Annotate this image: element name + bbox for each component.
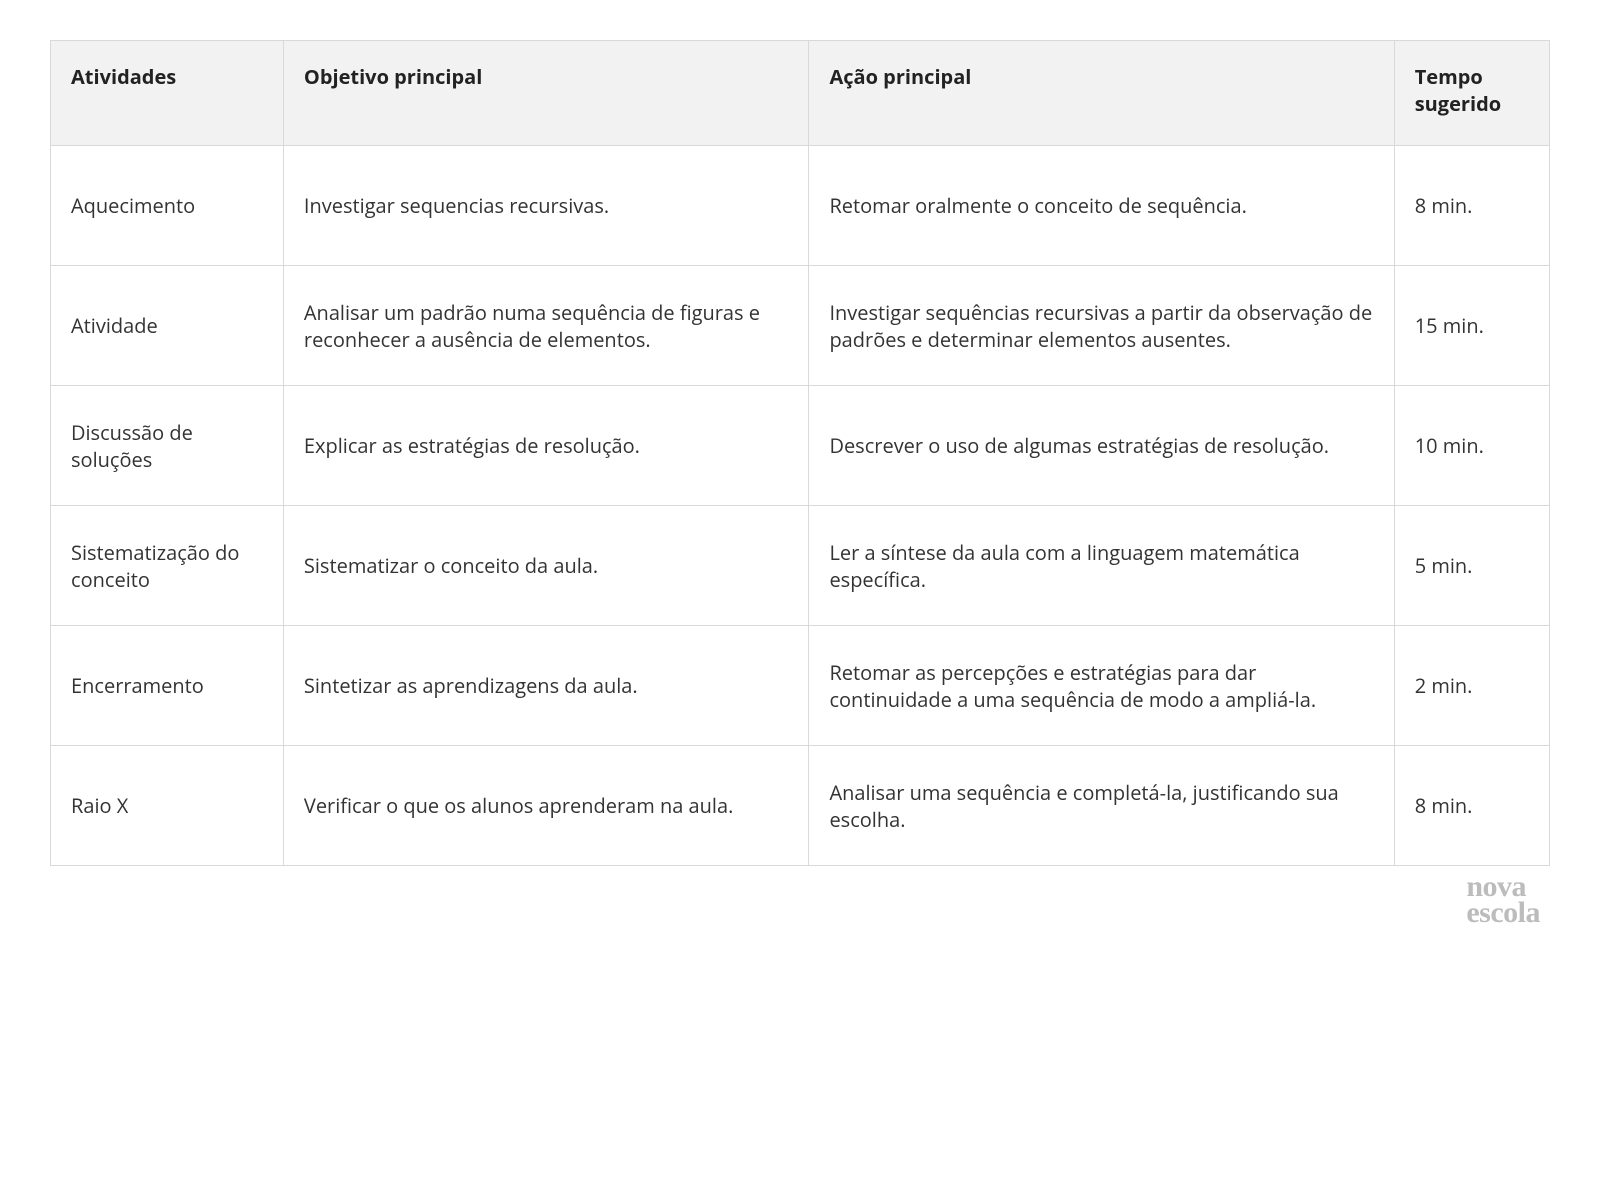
cell-acao: Retomar oralmente o conceito de sequênci…	[809, 146, 1394, 266]
table-row: Sistematização do conceito Sistematizar …	[51, 506, 1550, 626]
cell-tempo: 2 min.	[1394, 626, 1549, 746]
table-row: Atividade Analisar um padrão numa sequên…	[51, 266, 1550, 386]
cell-acao: Investigar sequências recursivas a parti…	[809, 266, 1394, 386]
cell-atividade: Aquecimento	[51, 146, 284, 266]
cell-tempo: 10 min.	[1394, 386, 1549, 506]
cell-objetivo: Verificar o que os alunos aprenderam na …	[283, 746, 809, 866]
logo-line2: escola	[1466, 900, 1540, 926]
cell-objetivo: Investigar sequencias recursivas.	[283, 146, 809, 266]
cell-objetivo: Explicar as estratégias de resolução.	[283, 386, 809, 506]
brand-logo: nova escola	[50, 866, 1550, 928]
col-header-atividades: Atividades	[51, 41, 284, 146]
col-header-acao: Ação principal	[809, 41, 1394, 146]
cell-tempo: 15 min.	[1394, 266, 1549, 386]
col-header-tempo: Tempo sugerido	[1394, 41, 1549, 146]
cell-tempo: 5 min.	[1394, 506, 1549, 626]
cell-objetivo: Analisar um padrão numa sequência de fig…	[283, 266, 809, 386]
cell-atividade: Sistematização do conceito	[51, 506, 284, 626]
col-header-objetivo: Objetivo principal	[283, 41, 809, 146]
lesson-plan-table-container: Atividades Objetivo principal Ação princ…	[50, 40, 1550, 866]
cell-atividade: Encerramento	[51, 626, 284, 746]
table-row: Aquecimento Investigar sequencias recurs…	[51, 146, 1550, 266]
table-header-row: Atividades Objetivo principal Ação princ…	[51, 41, 1550, 146]
cell-acao: Retomar as percepções e estratégias para…	[809, 626, 1394, 746]
cell-acao: Ler a síntese da aula com a linguagem ma…	[809, 506, 1394, 626]
cell-acao: Analisar uma sequência e completá-la, ju…	[809, 746, 1394, 866]
cell-acao: Descrever o uso de algumas estratégias d…	[809, 386, 1394, 506]
table-row: Raio X Verificar o que os alunos aprende…	[51, 746, 1550, 866]
cell-atividade: Atividade	[51, 266, 284, 386]
table-row: Encerramento Sintetizar as aprendizagens…	[51, 626, 1550, 746]
table-row: Discussão de soluções Explicar as estrat…	[51, 386, 1550, 506]
table-body: Aquecimento Investigar sequencias recurs…	[51, 146, 1550, 866]
logo-text: nova escola	[1466, 874, 1540, 925]
cell-objetivo: Sintetizar as aprendizagens da aula.	[283, 626, 809, 746]
cell-tempo: 8 min.	[1394, 146, 1549, 266]
cell-objetivo: Sistematizar o conceito da aula.	[283, 506, 809, 626]
cell-atividade: Discussão de soluções	[51, 386, 284, 506]
cell-atividade: Raio X	[51, 746, 284, 866]
lesson-plan-table: Atividades Objetivo principal Ação princ…	[50, 40, 1550, 866]
cell-tempo: 8 min.	[1394, 746, 1549, 866]
table-header: Atividades Objetivo principal Ação princ…	[51, 41, 1550, 146]
